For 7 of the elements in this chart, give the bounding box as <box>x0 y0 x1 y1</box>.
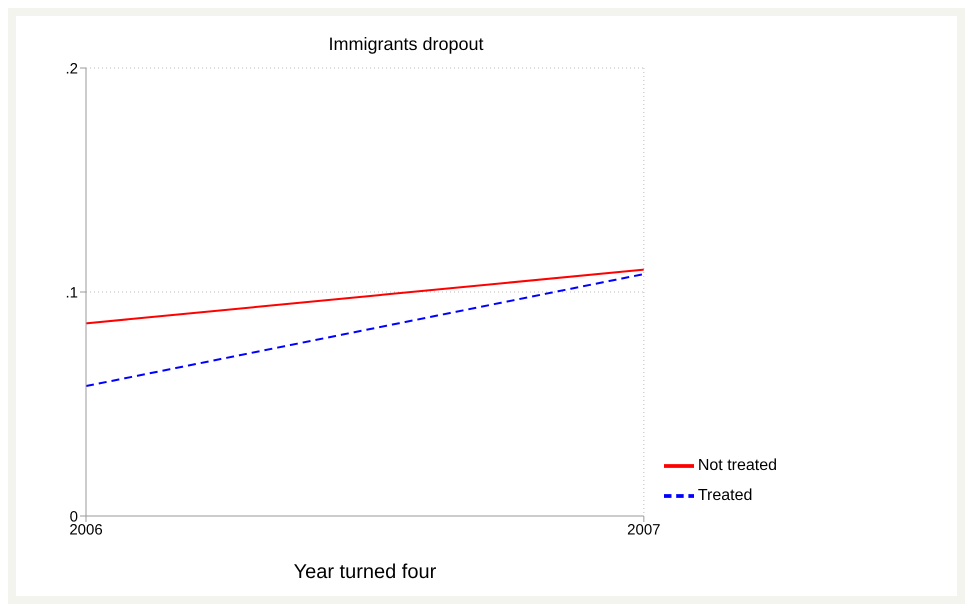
x-axis-title: Year turned four <box>294 561 437 583</box>
y-tick-label: .2 <box>65 60 78 78</box>
x-tick-label: 2007 <box>627 522 661 539</box>
chart-title: Immigrants dropout <box>327 34 485 55</box>
y-tick-label: .1 <box>65 284 78 302</box>
legend-label: Treated <box>698 487 752 504</box>
legend-label: Not treated <box>698 457 777 474</box>
